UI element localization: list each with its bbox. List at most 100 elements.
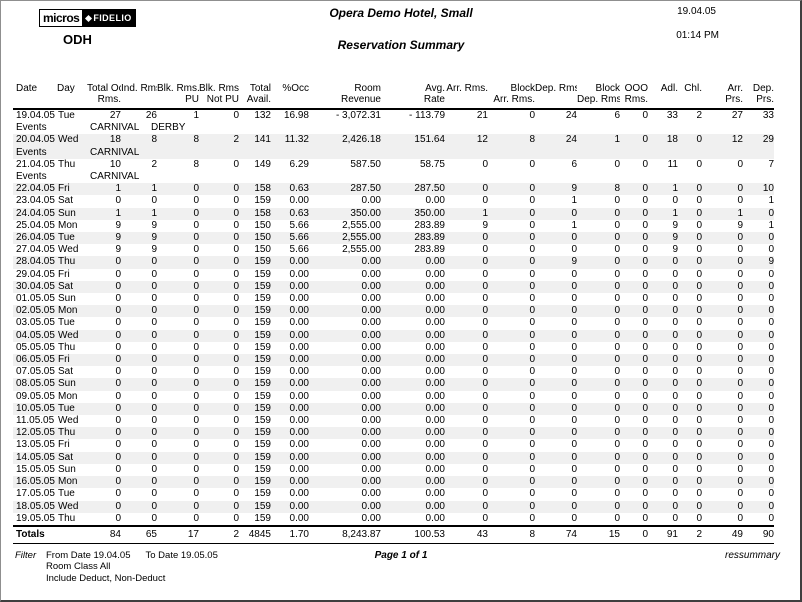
table-cell: 0 (233, 378, 239, 390)
table-cell: 0 (642, 207, 648, 219)
table-cell: 0 (482, 500, 488, 512)
table-cell: 0 (151, 341, 157, 353)
table-cell: 0 (193, 488, 199, 500)
table-cell: 0.00 (361, 329, 381, 341)
cell-date: 24.04.05 (16, 207, 55, 219)
table-cell: 0 (571, 207, 577, 219)
table-cell: 0 (614, 500, 620, 512)
table-cell: 0 (482, 293, 488, 305)
cell-date: 18.05.05 (16, 500, 55, 512)
table-cell: 0 (571, 451, 577, 463)
table-cell: 159 (254, 268, 271, 280)
cell-day: Sat (58, 451, 74, 463)
table-cell: 0.63 (289, 183, 309, 195)
table-cell: 0 (737, 451, 743, 463)
table-cell: 0 (571, 427, 577, 439)
table-cell: 0.00 (361, 366, 381, 378)
table-cell: 0 (768, 512, 774, 524)
table-cell: 0 (672, 354, 678, 366)
totals-cell: 8 (488, 524, 535, 544)
table-cell: 0 (737, 268, 743, 280)
table-cell: 0 (529, 329, 535, 341)
table-cell: 0 (696, 268, 702, 280)
table-cell: 1 (482, 207, 488, 219)
table-cell: 0.00 (289, 500, 309, 512)
table-cell: 0 (672, 488, 678, 500)
table-cell: 0 (571, 293, 577, 305)
table-cell: 0.00 (289, 512, 309, 524)
cell-date: 19.05.05 (16, 512, 55, 524)
cell-date: 13.05.05 (16, 439, 55, 451)
table-cell: 0 (737, 256, 743, 268)
table-cell: 0 (151, 439, 157, 451)
column-header: Blk. Rms. PU (157, 79, 199, 110)
table-row: 22.04.05 Fri 1 1 0 0 158 0.63 287.50 287.50 0 0 9 8 0 1… (13, 183, 774, 196)
table-cell: 0 (696, 415, 702, 427)
table-cell: 0.00 (289, 378, 309, 390)
table-cell: 0 (529, 500, 535, 512)
table-cell: 0 (482, 354, 488, 366)
table-cell: 0 (696, 366, 702, 378)
events-row: Events CARNIVAL (13, 171, 774, 183)
table-cell: 7 (768, 158, 774, 170)
table-cell: 0 (642, 341, 648, 353)
table-cell: 0 (614, 195, 620, 207)
table-row: 16.05.05 Mon 0 0 0 0 159 0.00 0.00 0.00 0 0 0 0 0 0 0 0 0 (13, 476, 774, 489)
table-cell: 0.00 (289, 415, 309, 427)
table-cell: 0 (642, 183, 648, 195)
table-cell: 159 (254, 256, 271, 268)
table-cell: 0.00 (425, 280, 445, 292)
table-row: 17.05.05 Tue 0 0 0 0 159 0.00 0.00 0.00 0 0 0 0 0 0 0 0 0 (13, 488, 774, 500)
table-cell: 9 (151, 244, 157, 256)
table-cell: 0 (151, 354, 157, 366)
table-cell: 0.00 (289, 317, 309, 329)
table-cell: 159 (254, 402, 271, 414)
table-cell: 58.75 (419, 158, 445, 170)
table-cell: 0 (642, 110, 648, 121)
table-cell: 0 (614, 378, 620, 390)
table-cell: 0 (768, 317, 774, 329)
table-cell: 0 (529, 476, 535, 488)
table-cell: 0 (696, 219, 702, 231)
table-cell: 0 (151, 500, 157, 512)
table-cell: 2,555.00 (342, 219, 381, 231)
table-cell: 0 (642, 366, 648, 378)
table-cell: 150 (254, 219, 271, 231)
totals-cell: 2 (678, 524, 702, 544)
table-cell: 0.00 (361, 280, 381, 292)
table-cell: 0 (571, 366, 577, 378)
table-cell: 0 (233, 256, 239, 268)
table-cell: 0 (571, 354, 577, 366)
table-cell: 350.00 (414, 207, 445, 219)
table-cell: 0 (151, 317, 157, 329)
table-cell: 0 (482, 329, 488, 341)
table-cell: 0 (482, 439, 488, 451)
table-cell: 0 (571, 305, 577, 317)
table-cell: 1 (151, 207, 157, 219)
table-cell: 16.98 (283, 110, 309, 121)
table-cell: 0 (151, 402, 157, 414)
cell-date: 19.04.05 (16, 110, 55, 121)
totals-cell: 8,243.87 (309, 524, 381, 544)
table-row: 03.05.05 Tue 0 0 0 0 159 0.00 0.00 0.00 0 0 0 0 0 0 0 0 0 (13, 317, 774, 329)
totals-cell: 0 (620, 524, 648, 544)
table-cell: 11 (667, 158, 678, 170)
table-cell: 0 (614, 268, 620, 280)
table-cell: 9 (151, 232, 157, 244)
table-cell: 0 (529, 341, 535, 353)
totals-cell: 65 (121, 524, 157, 544)
cell-day: Tue (58, 232, 75, 244)
table-cell: 18 (109, 134, 121, 146)
table-cell: 0 (482, 232, 488, 244)
table-cell: 159 (254, 293, 271, 305)
table-cell: 0 (642, 500, 648, 512)
table-cell: 159 (254, 500, 271, 512)
table-cell: 0 (768, 451, 774, 463)
events-label: Events (16, 171, 47, 183)
table-cell: 0 (696, 244, 702, 256)
table-cell: 0 (571, 232, 577, 244)
totals-cell: 17 (157, 524, 199, 544)
table-cell: 0 (193, 427, 199, 439)
table-cell: 9 (571, 183, 577, 195)
